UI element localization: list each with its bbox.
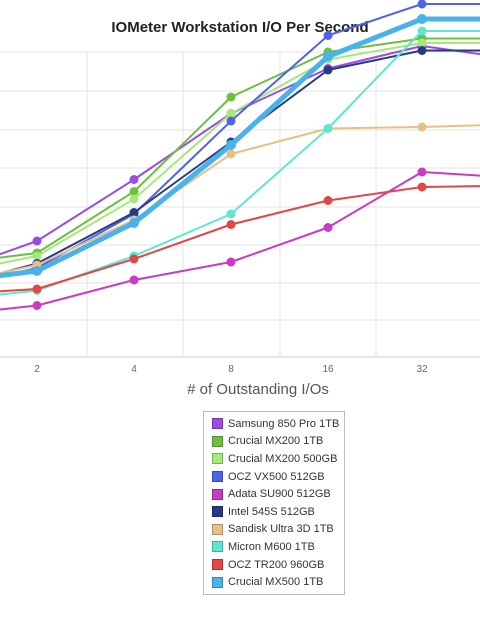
data-point[interactable]	[226, 257, 236, 267]
data-point[interactable]	[32, 266, 42, 276]
legend-swatch	[212, 453, 223, 465]
legend-label: Intel 545S 512GB	[228, 505, 315, 518]
series-line	[0, 3, 480, 278]
legend-label: Crucial MX200 1TB	[228, 435, 324, 448]
data-point[interactable]	[417, 38, 427, 48]
data-point[interactable]	[417, 167, 427, 177]
x-axis-title: # of Outstanding I/Os	[187, 381, 329, 398]
data-point[interactable]	[417, 46, 427, 55]
legend-label: Adata SU900 512GB	[228, 488, 331, 501]
series-adata-su900-512gb	[0, 167, 480, 311]
data-point[interactable]	[32, 251, 42, 261]
data-point[interactable]	[226, 209, 236, 219]
data-point[interactable]	[129, 275, 139, 285]
data-point[interactable]	[323, 65, 333, 75]
data-point[interactable]	[417, 0, 427, 9]
data-point[interactable]	[129, 218, 139, 228]
series-line	[0, 30, 480, 296]
data-point[interactable]	[417, 122, 427, 132]
data-point[interactable]	[226, 116, 236, 126]
legend-label: OCZ TR200 960GB	[228, 558, 325, 571]
legend-item[interactable]: Crucial MX200 1TB	[212, 433, 344, 451]
legend: Samsung 850 Pro 1TB Crucial MX200 1TB Cruc…	[203, 411, 345, 595]
line-chart: 2 4 8 16 32	[0, 0, 480, 375]
legend-swatch	[212, 576, 223, 588]
x-tick-label: 4	[131, 364, 137, 375]
data-point[interactable]	[323, 51, 333, 62]
legend-swatch	[212, 435, 223, 447]
x-tick-label: 16	[322, 364, 334, 375]
legend-swatch	[212, 418, 223, 430]
data-point[interactable]	[323, 223, 333, 232]
data-point[interactable]	[323, 31, 333, 40]
legend-swatch	[212, 523, 223, 535]
legend-label: Crucial MX200 500GB	[228, 452, 338, 465]
data-point[interactable]	[129, 254, 139, 264]
series-lines	[0, 0, 480, 311]
legend-item[interactable]: Micron M600 1TB	[212, 538, 344, 556]
data-point[interactable]	[129, 208, 139, 217]
legend-swatch	[212, 541, 223, 553]
x-tick-label: 8	[228, 364, 234, 375]
legend-swatch	[212, 506, 223, 518]
series-crucial-mx200-1tb	[0, 34, 480, 259]
legend-item[interactable]: Crucial MX500 1TB	[212, 573, 344, 591]
legend-label: OCZ VX500 512GB	[228, 470, 325, 483]
data-point[interactable]	[323, 124, 333, 133]
series-samsung-850-pro-1tb	[0, 41, 480, 256]
data-point[interactable]	[129, 187, 139, 196]
legend-item[interactable]: Samsung 850 Pro 1TB	[212, 415, 344, 433]
x-tick-label: 32	[416, 364, 428, 375]
series-line	[0, 185, 480, 293]
legend-item[interactable]: Intel 545S 512GB	[212, 503, 344, 521]
series-crucial-mx200-500gb	[0, 38, 480, 265]
x-tick-label: 2	[34, 364, 40, 375]
legend-item[interactable]: Adata SU900 512GB	[212, 485, 344, 503]
x-axis-tick-labels: 2 4 8 16 32	[34, 364, 428, 375]
data-point[interactable]	[226, 92, 236, 102]
legend-label: Samsung 850 Pro 1TB	[228, 417, 340, 430]
legend-swatch	[212, 559, 223, 571]
data-point[interactable]	[129, 175, 139, 184]
data-point[interactable]	[226, 109, 236, 118]
chart-title: IOMeter Workstation I/O Per Second	[111, 19, 369, 36]
legend-item[interactable]: Sandisk Ultra 3D 1TB	[212, 521, 344, 539]
data-point[interactable]	[32, 236, 42, 246]
series-crucial-mx500-1tb	[0, 14, 480, 279]
series-sandisk-ultra-3d-1tb	[0, 122, 480, 275]
data-point[interactable]	[417, 14, 427, 24]
vertical-gridlines	[0, 52, 480, 358]
legend-label: Sandisk Ultra 3D 1TB	[228, 523, 334, 536]
legend-item[interactable]: OCZ VX500 512GB	[212, 468, 344, 486]
legend-swatch	[212, 471, 223, 483]
data-point[interactable]	[323, 196, 333, 205]
data-point[interactable]	[226, 140, 236, 150]
legend-swatch	[212, 488, 223, 500]
legend-item[interactable]: OCZ TR200 960GB	[212, 556, 344, 574]
legend-label: Micron M600 1TB	[228, 540, 315, 553]
data-point[interactable]	[226, 220, 236, 229]
series-line	[0, 42, 480, 265]
data-point[interactable]	[417, 182, 427, 192]
data-point[interactable]	[32, 284, 42, 294]
data-point[interactable]	[32, 301, 42, 310]
series-ocz-tr200-960gb	[0, 182, 480, 294]
data-point[interactable]	[417, 26, 427, 36]
series-ocz-vx500-512gb	[0, 0, 480, 278]
data-point[interactable]	[226, 149, 236, 159]
legend-item[interactable]: Crucial MX200 500GB	[212, 450, 344, 468]
legend-label: Crucial MX500 1TB	[228, 576, 324, 589]
data-point[interactable]	[129, 194, 139, 204]
series-line	[0, 45, 480, 256]
